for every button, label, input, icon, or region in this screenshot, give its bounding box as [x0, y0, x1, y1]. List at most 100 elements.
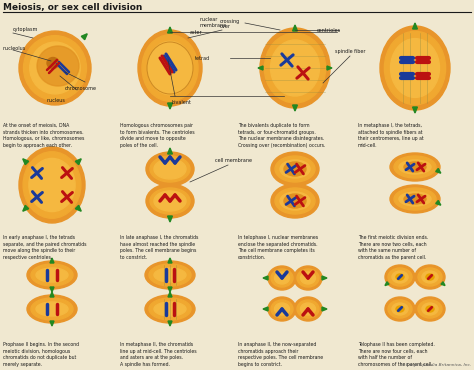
Polygon shape: [263, 307, 268, 311]
Text: centrioles: centrioles: [317, 27, 341, 33]
Text: In early anaphase I, the tetrads
separate, and the paired chromatids
move along : In early anaphase I, the tetrads separat…: [3, 235, 86, 260]
Ellipse shape: [274, 303, 290, 315]
Polygon shape: [168, 292, 172, 297]
Ellipse shape: [150, 188, 190, 214]
Polygon shape: [168, 103, 173, 109]
Text: In metaphase I, the tetrads,
attached to spindle fibers at
their centromeres, li: In metaphase I, the tetrads, attached to…: [358, 123, 424, 148]
Ellipse shape: [37, 46, 79, 86]
Polygon shape: [412, 107, 418, 113]
Ellipse shape: [19, 31, 91, 105]
Ellipse shape: [271, 184, 319, 218]
Polygon shape: [75, 205, 81, 211]
Ellipse shape: [271, 152, 319, 186]
Ellipse shape: [260, 28, 330, 108]
Polygon shape: [50, 287, 54, 292]
Ellipse shape: [268, 297, 296, 321]
Polygon shape: [263, 276, 268, 280]
Polygon shape: [50, 321, 54, 326]
Ellipse shape: [396, 306, 404, 312]
Ellipse shape: [396, 274, 404, 280]
Polygon shape: [50, 292, 54, 297]
Ellipse shape: [154, 191, 186, 211]
Text: Homologous chromosomes pair
to form bivalents. The centrioles
divide and move to: Homologous chromosomes pair to form biva…: [120, 123, 195, 148]
Text: Prophase II begins. In the second
meiotic division, homologous
chromatids do not: Prophase II begins. In the second meioti…: [3, 342, 79, 367]
Text: Telophase II has been completed.
There are now four cells, each
with half the nu: Telophase II has been completed. There a…: [358, 342, 435, 367]
Ellipse shape: [392, 303, 408, 315]
Polygon shape: [168, 258, 172, 263]
Polygon shape: [258, 66, 263, 70]
Ellipse shape: [24, 36, 86, 100]
Ellipse shape: [415, 297, 445, 321]
Polygon shape: [75, 159, 81, 165]
Polygon shape: [168, 27, 173, 33]
Ellipse shape: [154, 302, 186, 316]
Text: In late anaphase I, the chromatids
have almost reached the spindle
poles. The ce: In late anaphase I, the chromatids have …: [120, 235, 199, 260]
Text: chromosome: chromosome: [65, 86, 97, 91]
Ellipse shape: [36, 268, 68, 282]
Text: nucleus: nucleus: [47, 98, 66, 103]
Ellipse shape: [390, 185, 440, 213]
Ellipse shape: [415, 265, 445, 289]
Ellipse shape: [145, 261, 195, 289]
Ellipse shape: [294, 266, 322, 290]
Polygon shape: [168, 321, 172, 326]
Ellipse shape: [392, 271, 408, 283]
Ellipse shape: [29, 158, 75, 212]
Ellipse shape: [27, 261, 77, 289]
Ellipse shape: [142, 35, 198, 101]
Polygon shape: [327, 66, 332, 70]
Ellipse shape: [422, 303, 438, 315]
Ellipse shape: [391, 38, 439, 97]
Ellipse shape: [390, 153, 440, 181]
Polygon shape: [168, 216, 173, 222]
Polygon shape: [322, 276, 327, 280]
Ellipse shape: [418, 268, 442, 286]
Text: bivalent: bivalent: [172, 100, 192, 105]
Ellipse shape: [271, 300, 293, 318]
Ellipse shape: [30, 42, 80, 94]
Ellipse shape: [426, 274, 434, 280]
Ellipse shape: [146, 184, 194, 218]
Ellipse shape: [404, 194, 426, 204]
Polygon shape: [412, 23, 418, 29]
Text: Meiosis, or sex cell division: Meiosis, or sex cell division: [3, 3, 142, 12]
Text: nucleolus: nucleolus: [3, 47, 26, 51]
Ellipse shape: [301, 272, 316, 284]
Ellipse shape: [149, 264, 191, 286]
Ellipse shape: [284, 162, 306, 176]
Ellipse shape: [426, 306, 434, 312]
Ellipse shape: [145, 295, 195, 323]
Ellipse shape: [385, 265, 415, 289]
Text: cytoplasm: cytoplasm: [13, 27, 38, 32]
Ellipse shape: [150, 156, 190, 182]
Ellipse shape: [384, 31, 446, 105]
Polygon shape: [23, 159, 29, 165]
Ellipse shape: [294, 297, 322, 321]
Polygon shape: [23, 205, 29, 211]
Ellipse shape: [418, 300, 442, 318]
Ellipse shape: [19, 147, 85, 223]
Polygon shape: [168, 148, 173, 154]
Polygon shape: [82, 34, 87, 40]
Ellipse shape: [301, 303, 316, 315]
Ellipse shape: [146, 152, 194, 186]
Ellipse shape: [399, 192, 431, 206]
Ellipse shape: [23, 152, 81, 218]
Polygon shape: [322, 307, 327, 311]
Text: nuclear
membrane: nuclear membrane: [200, 17, 227, 28]
Ellipse shape: [147, 41, 192, 95]
Ellipse shape: [154, 159, 186, 179]
Text: In telophase I, nuclear membranes
enclose the separated chromatids.
The cell mem: In telophase I, nuclear membranes enclos…: [238, 235, 318, 260]
Ellipse shape: [47, 57, 59, 68]
Ellipse shape: [404, 162, 426, 172]
Polygon shape: [385, 282, 389, 286]
Ellipse shape: [280, 192, 310, 210]
Polygon shape: [168, 287, 172, 292]
Ellipse shape: [268, 266, 296, 290]
Ellipse shape: [31, 264, 73, 286]
Polygon shape: [292, 25, 297, 31]
Ellipse shape: [138, 30, 202, 106]
Text: The first meiotic division ends.
There are now two cells, each
with the same num: The first meiotic division ends. There a…: [358, 235, 428, 260]
Text: In anaphase II, the now-separated
chromatids approach their
respective poles. Th: In anaphase II, the now-separated chroma…: [238, 342, 323, 367]
Ellipse shape: [399, 160, 431, 174]
